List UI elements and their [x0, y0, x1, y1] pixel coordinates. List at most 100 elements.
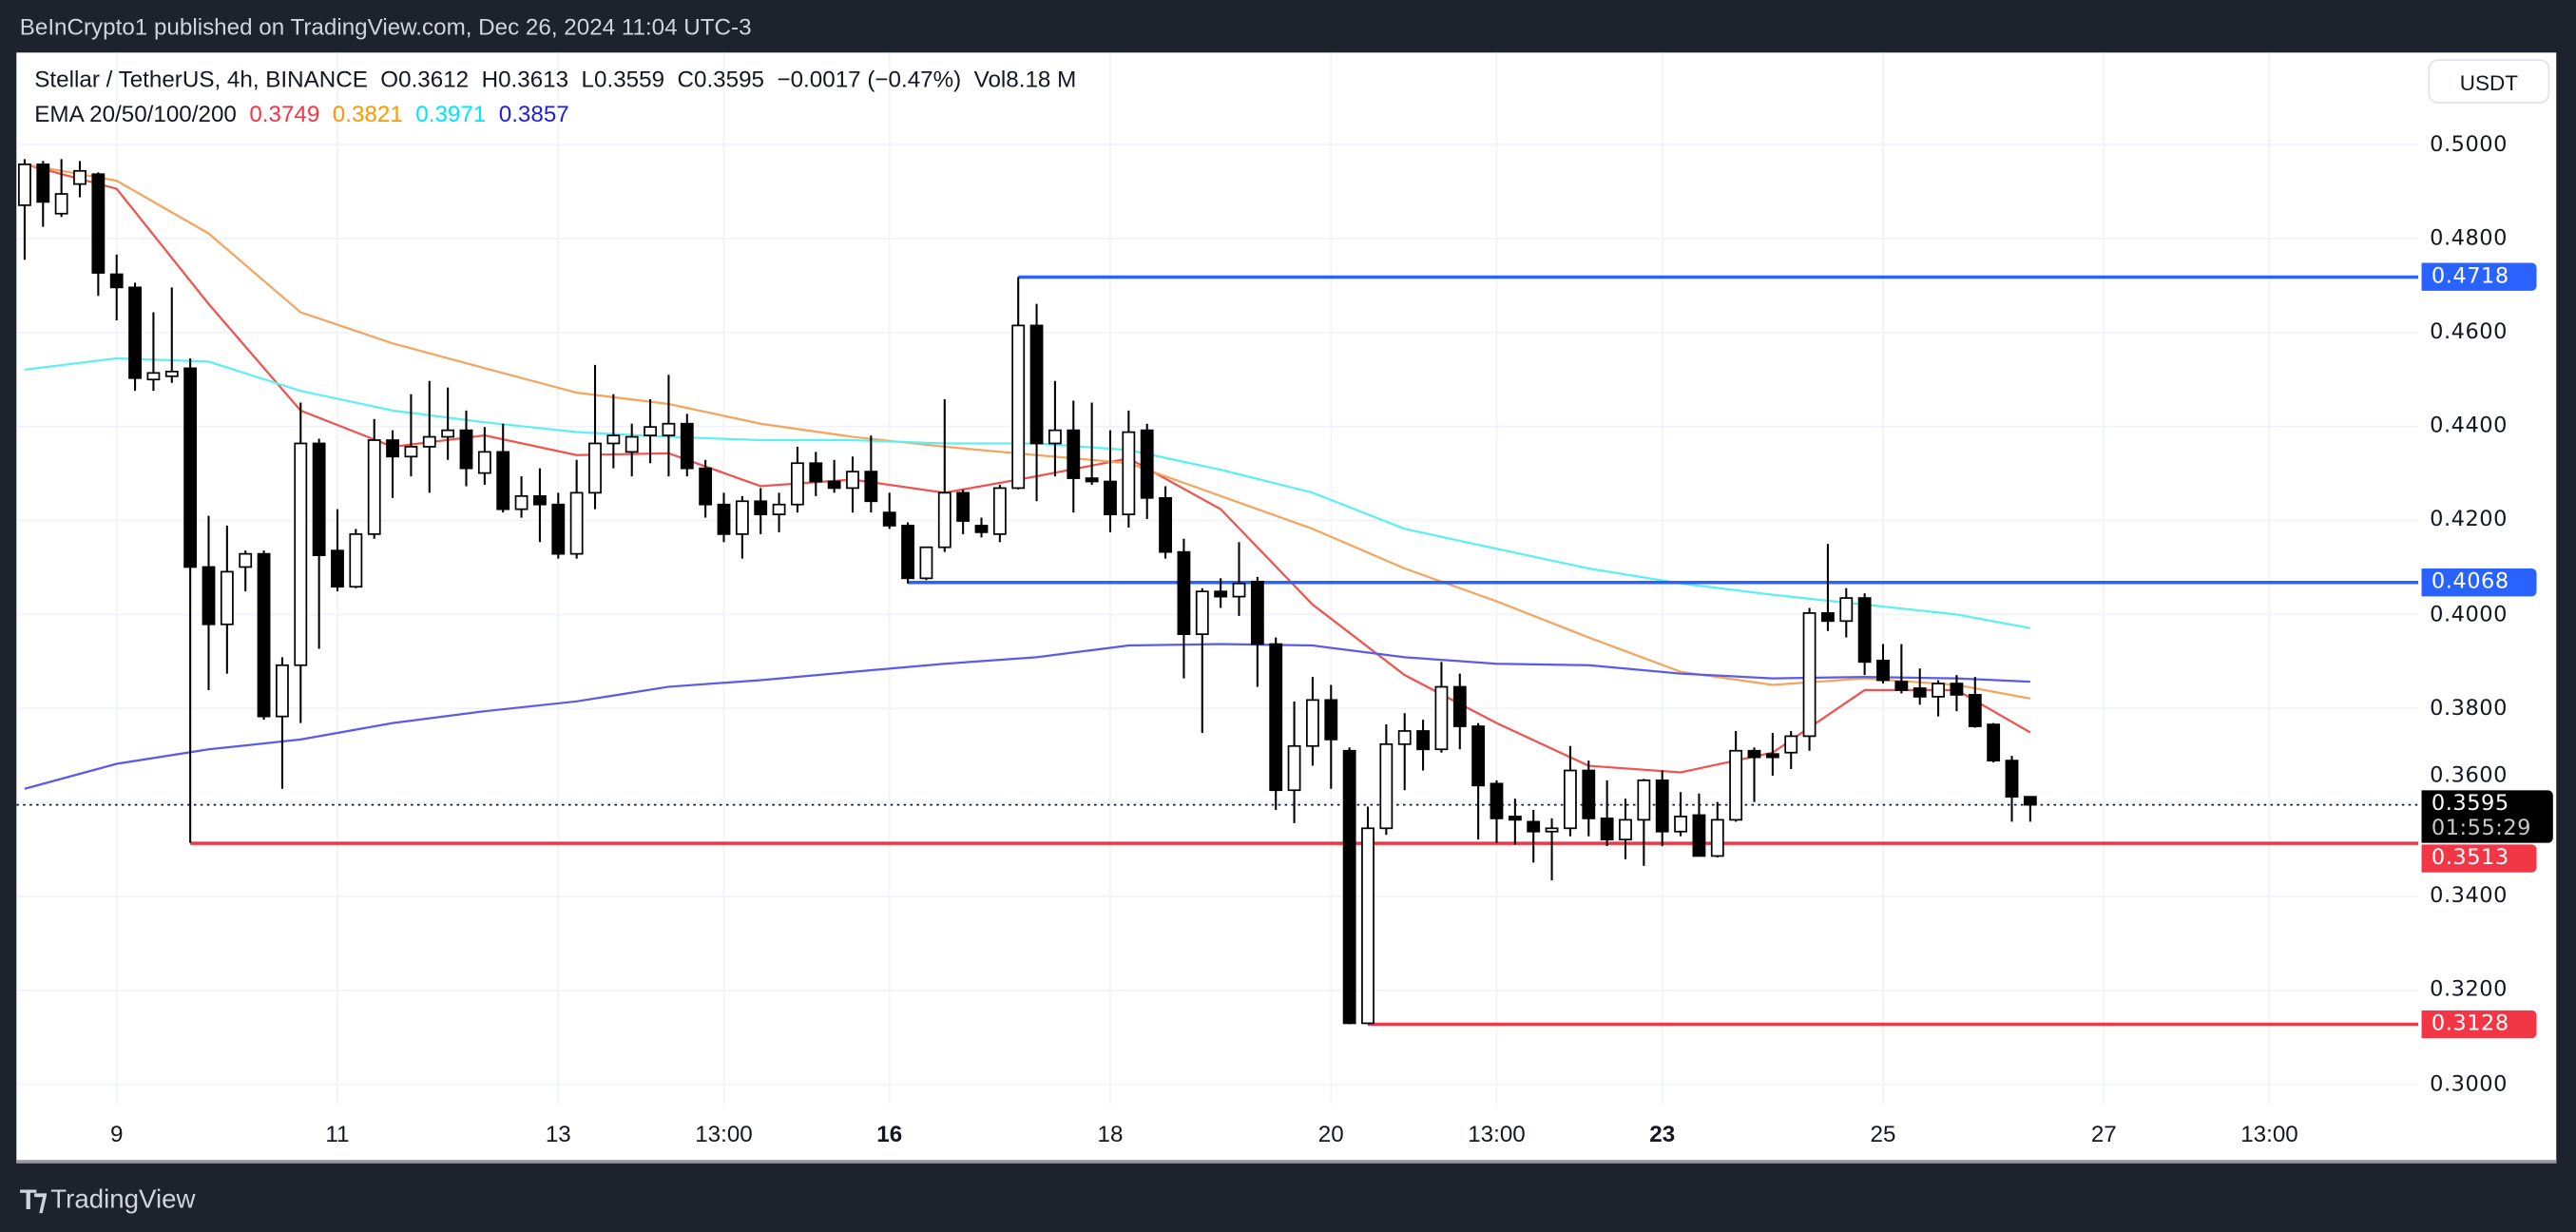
- candle-down: [331, 549, 344, 588]
- candle-up: [1232, 582, 1246, 598]
- candle-up: [1674, 816, 1687, 833]
- candle-down: [1085, 477, 1099, 483]
- candle-down: [1987, 723, 2001, 761]
- time-tick-label: 13:00: [1468, 1120, 1526, 1147]
- candle-down: [1857, 597, 1872, 664]
- candle-up: [992, 487, 1007, 535]
- candle-up: [514, 494, 529, 510]
- price-tick-label: 0.4400: [2430, 414, 2508, 439]
- time-tick-label: 11: [325, 1120, 350, 1147]
- ema20-value: 0.3749: [249, 100, 320, 127]
- candle-down: [1342, 749, 1356, 1025]
- candlestick-chart[interactable]: [16, 52, 2556, 1105]
- price-tick-label: 0.5000: [2430, 132, 2508, 158]
- chart-panel[interactable]: Stellar / TetherUS, 4h, BINANCE O0.3612 …: [16, 52, 2557, 1164]
- candle-down: [1269, 643, 1283, 792]
- candle-down: [312, 442, 326, 556]
- candle-up: [772, 503, 786, 515]
- time-tick-label: 9: [109, 1120, 124, 1147]
- candle-up: [349, 533, 363, 588]
- candle-down: [1600, 818, 1614, 841]
- candle-down: [386, 439, 399, 458]
- candle-down: [183, 367, 198, 568]
- candle-up: [441, 429, 455, 438]
- candle-up: [1637, 780, 1651, 821]
- candle-up: [1379, 742, 1394, 830]
- time-tick-label: 18: [1097, 1120, 1124, 1147]
- candle-up: [477, 451, 491, 474]
- support-price-label: 0.3128: [2421, 1010, 2537, 1039]
- support-price-label: 0.3513: [2421, 844, 2537, 873]
- price-tick-label: 0.4600: [2430, 319, 2508, 345]
- candle-up: [919, 546, 933, 580]
- ema-line: [24, 163, 2031, 700]
- resistance-price-label: 0.4068: [2421, 568, 2537, 597]
- ema200-value: 0.3857: [498, 100, 569, 127]
- candle-down: [754, 500, 768, 515]
- current-price-label: 0.3595 01:55:29: [2421, 790, 2553, 843]
- candle-up: [1710, 818, 1724, 857]
- candle-up: [606, 434, 621, 445]
- price-tick-label: 0.3800: [2430, 696, 2508, 722]
- candle-up: [569, 491, 584, 555]
- candle-down: [1765, 753, 1779, 759]
- publish-info: BeInCrypto1 published on TradingView.com…: [19, 12, 752, 40]
- candle-up: [588, 442, 602, 494]
- candle-down: [1655, 780, 1669, 833]
- candle-up: [1361, 827, 1375, 1025]
- candle-up: [276, 664, 289, 718]
- candle-down: [2005, 760, 2019, 799]
- candle-up: [1195, 590, 1209, 636]
- time-tick-label: 13:00: [695, 1120, 753, 1147]
- candle-up: [1564, 769, 1577, 830]
- bar-countdown: 01:55:29: [2431, 816, 2531, 841]
- candle-down: [1876, 659, 1890, 682]
- time-tick-label: 16: [876, 1120, 903, 1147]
- candle-up: [1729, 749, 1743, 821]
- candle-down: [36, 163, 50, 203]
- candle-down: [1692, 814, 1706, 857]
- candle-down: [1104, 480, 1117, 515]
- candle-up: [1306, 699, 1319, 747]
- volume-value: 8.18 M: [1006, 66, 1077, 92]
- candle-down: [699, 467, 713, 506]
- ema-label[interactable]: EMA 20/50/100/200: [34, 100, 237, 127]
- high-label: H: [481, 66, 499, 92]
- volume-label: Vol: [973, 66, 1007, 92]
- open-value: 0.3612: [398, 66, 470, 92]
- candle-down: [1582, 769, 1596, 819]
- candle-up: [294, 442, 308, 666]
- close-value: 0.3595: [693, 66, 765, 92]
- candle-down: [1250, 580, 1264, 645]
- currency-button[interactable]: USDT: [2428, 59, 2550, 104]
- resistance-price-label: 0.4718: [2421, 262, 2537, 292]
- candle-down: [901, 525, 914, 580]
- tradingview-logo-icon: T⁊: [19, 1184, 48, 1216]
- candle-down: [1527, 820, 1541, 833]
- candle-up: [367, 439, 381, 535]
- candle-down: [882, 511, 896, 527]
- candle-up: [625, 435, 639, 453]
- candle-down: [1950, 683, 1964, 696]
- candle-up: [1545, 827, 1559, 833]
- candle-up: [791, 462, 804, 506]
- candle-down: [91, 173, 106, 274]
- candle-down: [1471, 725, 1486, 787]
- candle-down: [1029, 324, 1044, 445]
- candle-up: [1011, 324, 1026, 490]
- candle-down: [1490, 782, 1504, 819]
- ema-legend: EMA 20/50/100/200 0.3749 0.3821 0.3971 0…: [34, 100, 568, 126]
- symbol-name[interactable]: Stellar / TetherUS, 4h, BINANCE: [34, 66, 368, 92]
- change-value: −0.0017 (−0.47%): [777, 66, 962, 92]
- current-price-value: 0.3595: [2431, 791, 2509, 817]
- candle-up: [73, 169, 87, 185]
- price-tick-label: 0.4000: [2430, 602, 2508, 627]
- symbol-legend: Stellar / TetherUS, 4h, BINANCE O0.3612 …: [34, 66, 1076, 92]
- candle-down: [1747, 749, 1761, 759]
- high-value: 0.3613: [498, 66, 569, 92]
- open-label: O: [380, 66, 399, 92]
- candle-down: [1159, 496, 1172, 553]
- candle-up: [164, 370, 179, 377]
- time-tick-label: 20: [1317, 1120, 1344, 1147]
- candle-down: [459, 429, 473, 470]
